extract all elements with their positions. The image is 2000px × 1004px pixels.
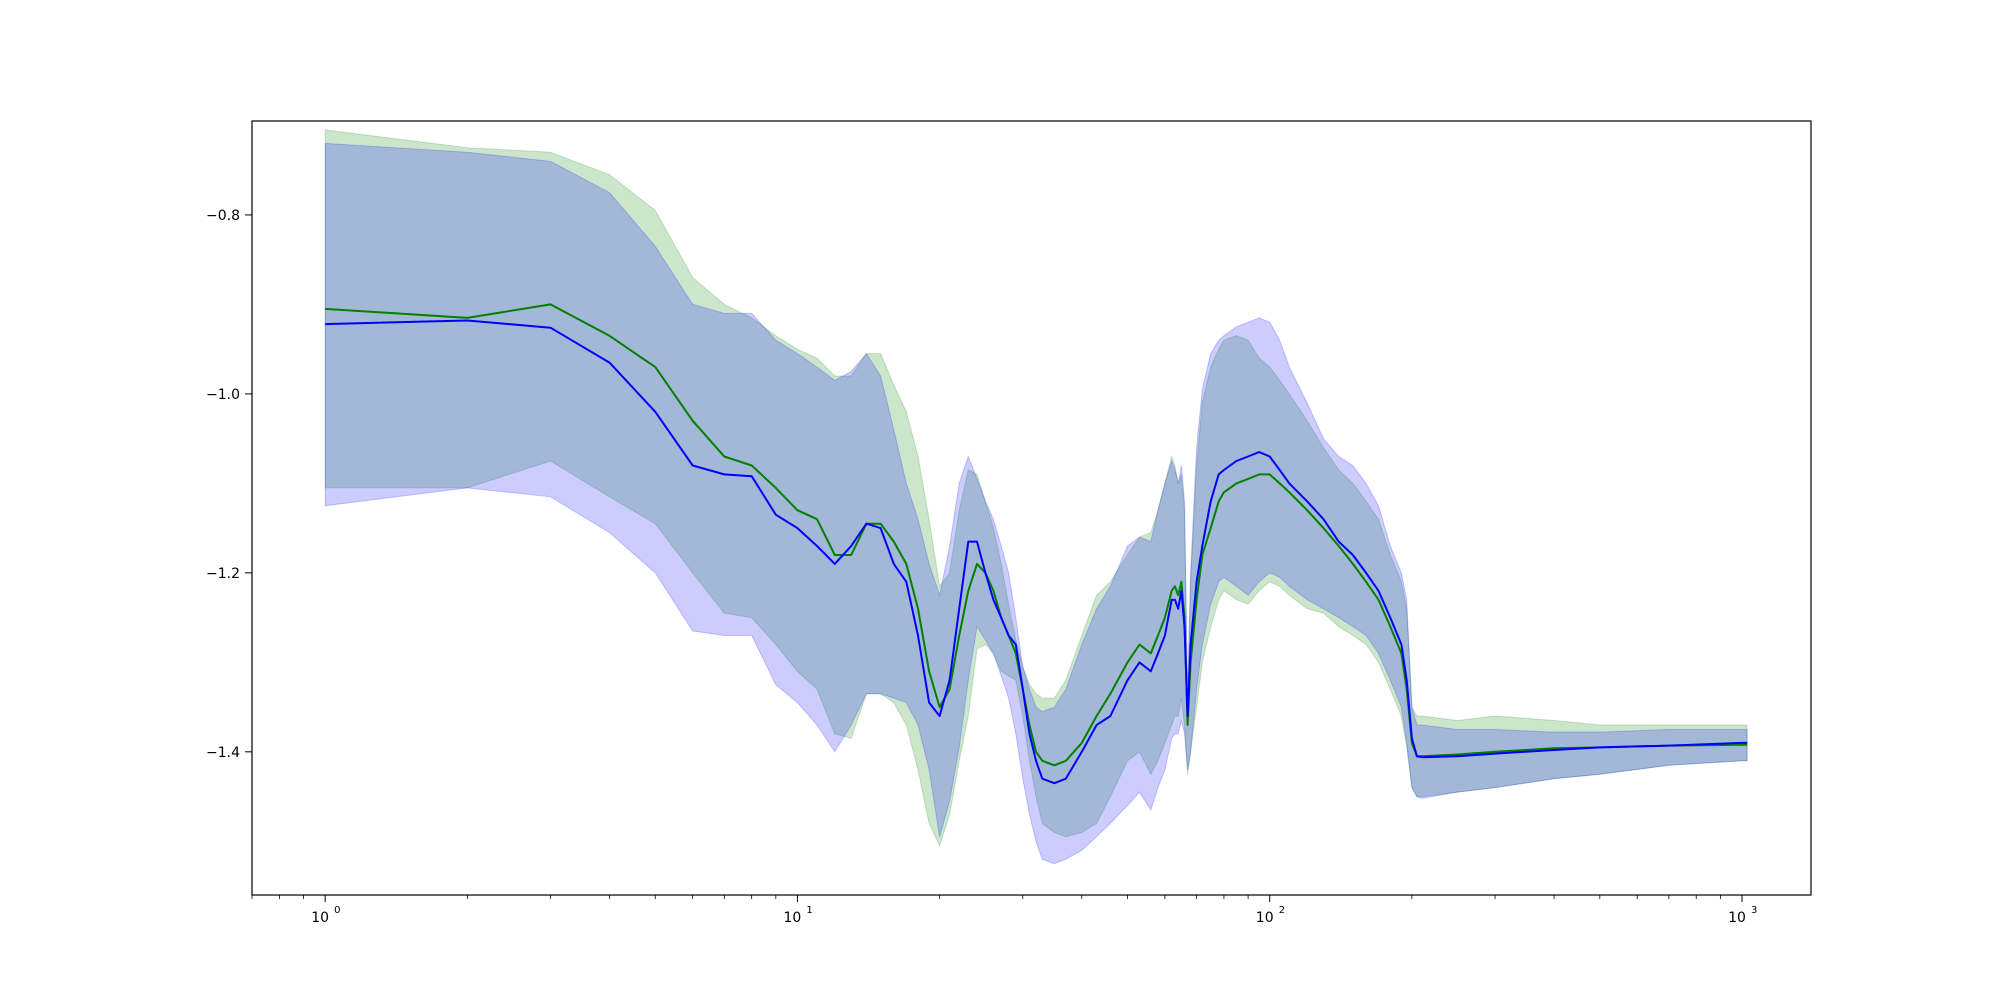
- series-0-band: [324, 129, 1748, 848]
- y-tick-label: −0.8: [206, 208, 240, 224]
- x-tick-exponent: 3: [1751, 905, 1757, 916]
- x-tick-label: 10: [311, 910, 329, 926]
- mean-lines: [325, 303, 1748, 785]
- y-axis: −0.8 −1.0 −1.2 −1.4: [206, 208, 252, 761]
- x-tick-exponent: 2: [1279, 905, 1285, 916]
- x-tick-exponent: 1: [806, 905, 812, 916]
- x-tick-exponent: 0: [334, 905, 340, 916]
- y-tick-label: −1.2: [206, 566, 240, 582]
- confidence-bands: [324, 129, 1748, 865]
- x-tick-label: 10: [1256, 910, 1274, 926]
- y-tick-label: −1.4: [206, 745, 240, 761]
- x-axis: 10 0 10 1 10 2 10 3: [251, 895, 1757, 926]
- plot-frame: [251, 120, 1812, 896]
- x-tick-label: 10: [1728, 910, 1746, 926]
- x-tick-label: 10: [784, 910, 802, 926]
- series-1-band: [324, 142, 1748, 865]
- series-1-line: [325, 319, 1748, 785]
- y-tick-label: −1.0: [206, 387, 240, 403]
